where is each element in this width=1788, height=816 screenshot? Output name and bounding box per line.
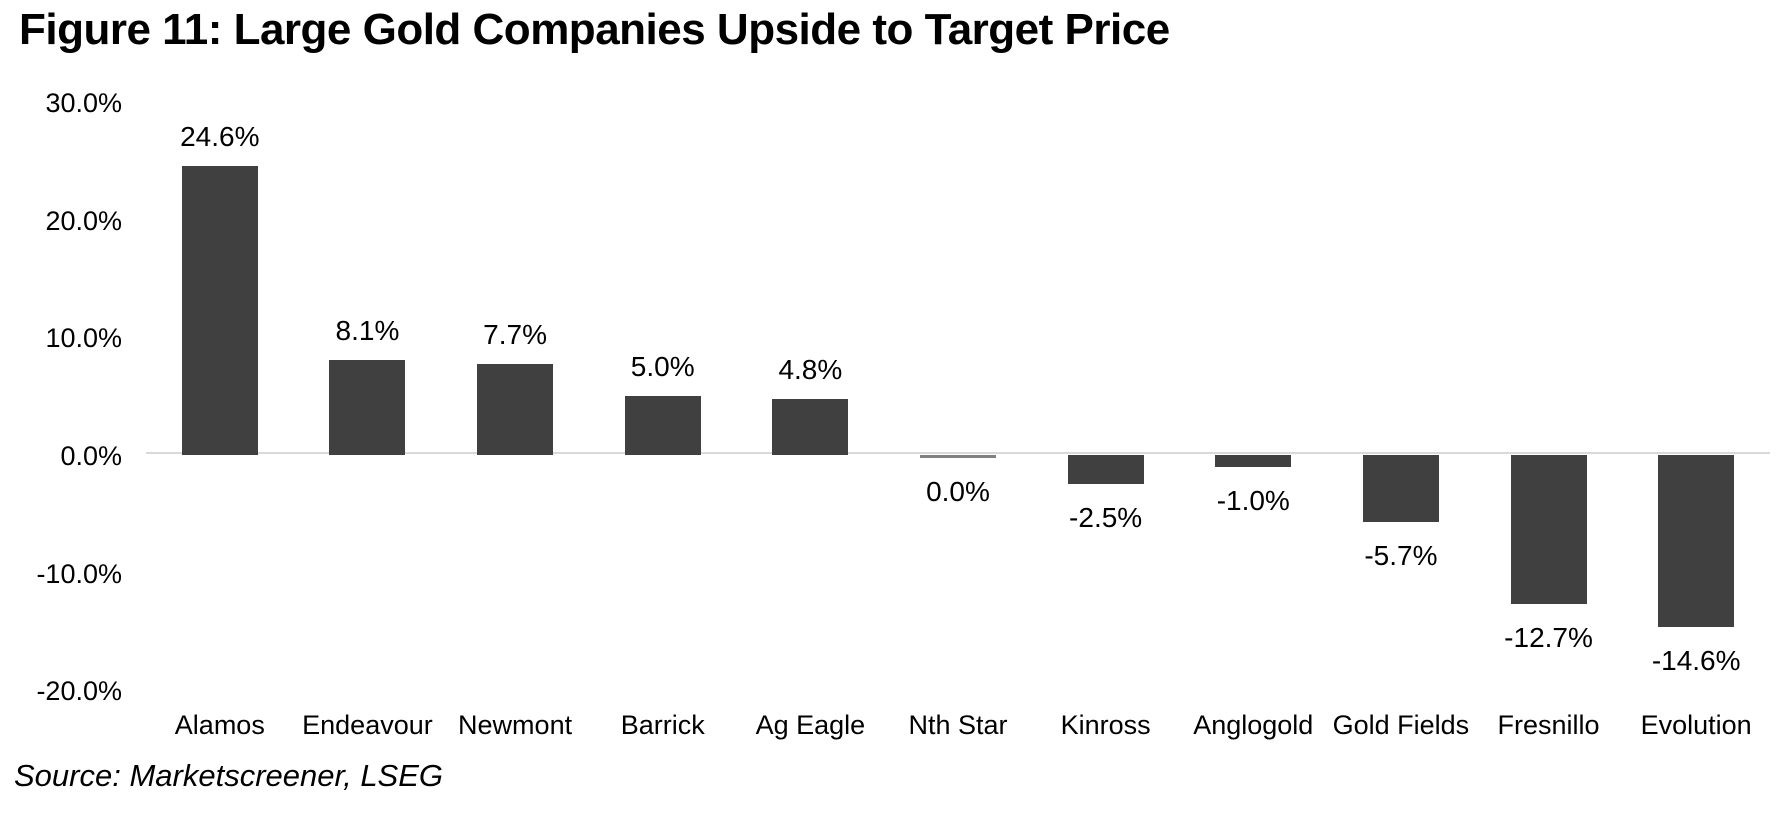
y-tick-label-neg10: -10.0%	[36, 558, 122, 589]
bar-nth-star	[920, 455, 996, 458]
y-tick-label-30: 30.0%	[45, 87, 122, 118]
value-label-kinross: -2.5%	[1069, 502, 1143, 534]
bar-gold-fields	[1362, 455, 1439, 523]
value-label-evolution: -14.6%	[1651, 644, 1741, 676]
y-tick-label-0: 0.0%	[60, 441, 122, 471]
bar-newmont	[477, 364, 554, 455]
source-note: Source: Marketscreener, LSEG	[14, 758, 444, 793]
bar-evolution	[1658, 455, 1735, 627]
bar-alamos	[181, 165, 258, 455]
bar-barrick	[624, 396, 701, 455]
category-label-newmont: Newmont	[458, 710, 573, 740]
category-label-alamos: Alamos	[174, 710, 265, 740]
bar-fresnillo	[1510, 455, 1587, 605]
figure-title: Figure 11: Large Gold Companies Upside t…	[19, 5, 1170, 54]
category-label-ag-eagle: Ag Eagle	[755, 710, 866, 740]
value-label-endeavour: 8.1%	[335, 314, 400, 346]
bar-endeavour	[329, 359, 406, 455]
category-label-anglogold: Anglogold	[1193, 710, 1314, 740]
category-label-evolution: Evolution	[1640, 710, 1752, 740]
value-label-barrick: 5.0%	[630, 351, 695, 383]
value-label-anglogold: -1.0%	[1216, 484, 1290, 516]
y-tick-label-10: 10.0%	[45, 323, 122, 354]
bar-kinross	[1067, 455, 1144, 485]
value-label-nth-star: 0.0%	[926, 476, 990, 507]
y-tick-label-20: 20.0%	[45, 205, 122, 236]
bar-anglogold	[1215, 455, 1292, 467]
value-label-fresnillo: -12.7%	[1504, 622, 1593, 654]
category-label-gold-fields: Gold Fields	[1332, 710, 1470, 740]
category-label-endeavour: Endeavour	[302, 710, 433, 740]
category-label-kinross: Kinross	[1060, 710, 1151, 740]
category-label-barrick: Barrick	[620, 710, 705, 740]
category-label-fresnillo: Fresnillo	[1497, 710, 1600, 740]
value-label-ag-eagle: 4.8%	[778, 353, 843, 385]
category-label-nth-star: Nth Star	[908, 710, 1008, 740]
y-tick-label-neg20: -20.0%	[36, 676, 122, 707]
value-label-gold-fields: -5.7%	[1364, 540, 1438, 572]
value-label-alamos: 24.6%	[180, 120, 260, 152]
x-axis-zero-line	[146, 452, 1770, 454]
bar-ag-eagle	[772, 398, 849, 455]
value-label-newmont: 7.7%	[483, 319, 547, 351]
